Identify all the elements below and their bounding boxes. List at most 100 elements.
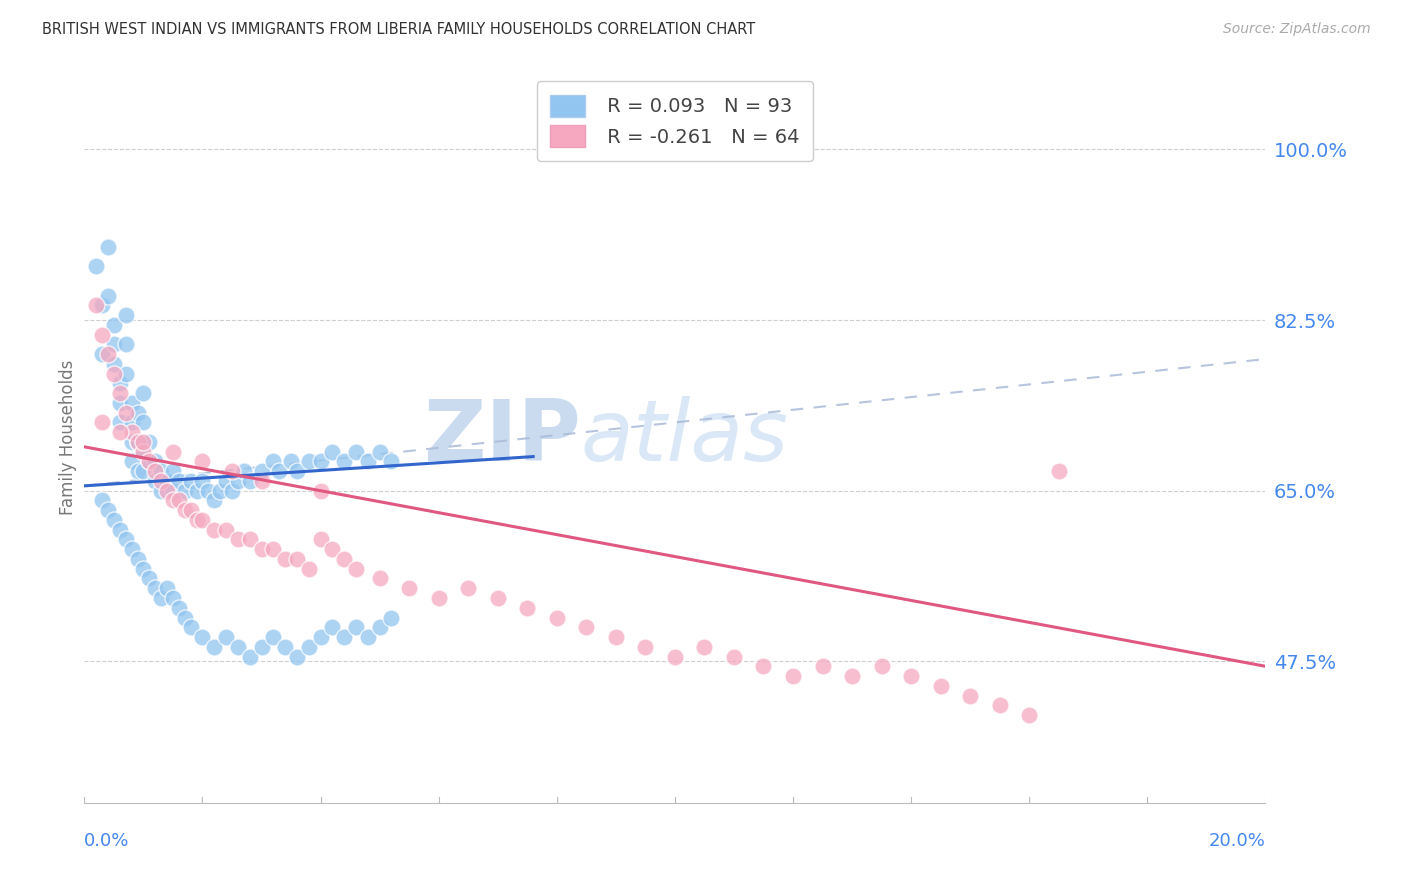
- Point: [380, 610, 402, 624]
- Point: [752, 659, 775, 673]
- Point: [127, 552, 149, 566]
- Point: [250, 640, 273, 654]
- Point: [298, 640, 321, 654]
- Point: [150, 483, 173, 498]
- Point: [103, 318, 125, 332]
- Point: [693, 640, 716, 654]
- Point: [723, 649, 745, 664]
- Point: [546, 610, 568, 624]
- Point: [91, 347, 114, 361]
- Point: [103, 513, 125, 527]
- Point: [298, 454, 321, 468]
- Point: [285, 464, 308, 478]
- Point: [121, 434, 143, 449]
- Point: [84, 260, 107, 274]
- Point: [156, 483, 179, 498]
- Point: [344, 620, 367, 634]
- Point: [634, 640, 657, 654]
- Point: [250, 474, 273, 488]
- Point: [132, 434, 155, 449]
- Point: [156, 581, 179, 595]
- Point: [91, 416, 114, 430]
- Point: [162, 464, 184, 478]
- Point: [215, 630, 238, 644]
- Point: [309, 454, 332, 468]
- Point: [114, 406, 136, 420]
- Point: [239, 649, 262, 664]
- Point: [274, 640, 297, 654]
- Point: [127, 434, 149, 449]
- Point: [321, 620, 343, 634]
- Text: 20.0%: 20.0%: [1209, 832, 1265, 850]
- Point: [97, 347, 120, 361]
- Point: [132, 444, 155, 458]
- Point: [121, 542, 143, 557]
- Point: [239, 474, 262, 488]
- Point: [1018, 708, 1040, 723]
- Point: [309, 483, 332, 498]
- Point: [180, 620, 202, 634]
- Point: [280, 454, 302, 468]
- Point: [103, 357, 125, 371]
- Point: [138, 434, 160, 449]
- Point: [103, 367, 125, 381]
- Point: [516, 600, 538, 615]
- Point: [97, 240, 120, 254]
- Point: [150, 591, 173, 605]
- Point: [262, 630, 284, 644]
- Point: [368, 444, 391, 458]
- Point: [127, 406, 149, 420]
- Point: [132, 386, 155, 401]
- Point: [398, 581, 420, 595]
- Point: [180, 474, 202, 488]
- Point: [162, 444, 184, 458]
- Point: [191, 630, 214, 644]
- Point: [197, 483, 219, 498]
- Point: [91, 327, 114, 342]
- Text: 0.0%: 0.0%: [84, 832, 129, 850]
- Point: [143, 474, 166, 488]
- Point: [186, 513, 208, 527]
- Point: [191, 513, 214, 527]
- Point: [167, 474, 190, 488]
- Point: [269, 464, 291, 478]
- Point: [226, 533, 249, 547]
- Point: [132, 562, 155, 576]
- Point: [127, 464, 149, 478]
- Point: [191, 474, 214, 488]
- Point: [108, 523, 131, 537]
- Point: [929, 679, 952, 693]
- Point: [173, 610, 195, 624]
- Point: [114, 308, 136, 322]
- Point: [344, 444, 367, 458]
- Point: [121, 396, 143, 410]
- Point: [250, 542, 273, 557]
- Point: [215, 474, 238, 488]
- Point: [162, 591, 184, 605]
- Point: [221, 464, 243, 478]
- Point: [186, 483, 208, 498]
- Point: [274, 552, 297, 566]
- Point: [368, 572, 391, 586]
- Point: [91, 493, 114, 508]
- Point: [368, 620, 391, 634]
- Point: [167, 600, 190, 615]
- Point: [84, 298, 107, 312]
- Point: [357, 630, 380, 644]
- Point: [162, 483, 184, 498]
- Point: [150, 474, 173, 488]
- Text: Source: ZipAtlas.com: Source: ZipAtlas.com: [1223, 22, 1371, 37]
- Point: [285, 649, 308, 664]
- Point: [138, 454, 160, 468]
- Point: [486, 591, 509, 605]
- Point: [143, 581, 166, 595]
- Point: [298, 562, 321, 576]
- Point: [114, 367, 136, 381]
- Point: [132, 416, 155, 430]
- Point: [209, 483, 232, 498]
- Point: [202, 493, 225, 508]
- Point: [321, 542, 343, 557]
- Point: [132, 444, 155, 458]
- Point: [605, 630, 627, 644]
- Point: [138, 454, 160, 468]
